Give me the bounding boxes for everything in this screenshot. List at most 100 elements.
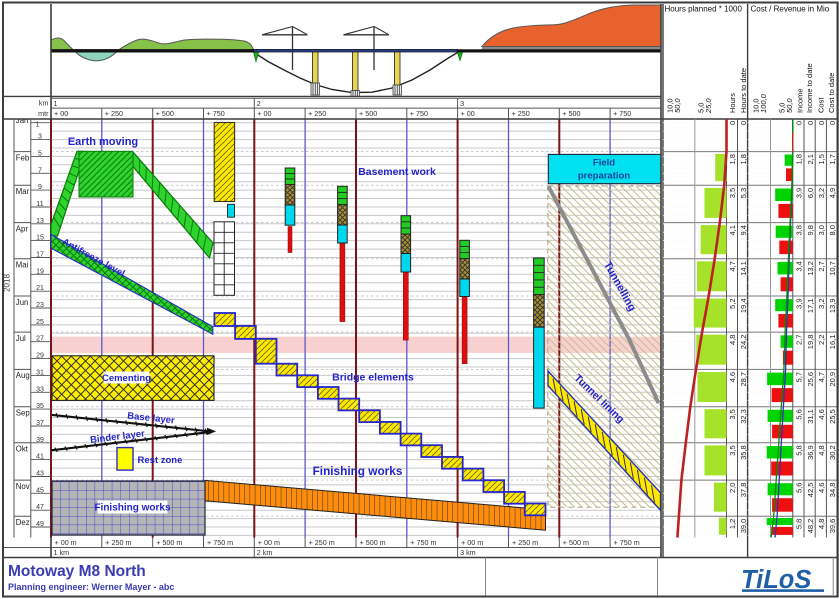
svg-text:36,9: 36,9 bbox=[806, 445, 815, 460]
svg-text:10,0: 10,0 bbox=[666, 98, 675, 113]
svg-text:3,9: 3,9 bbox=[795, 188, 804, 198]
svg-text:1,5: 1,5 bbox=[817, 154, 826, 164]
svg-text:6,0: 6,0 bbox=[806, 188, 815, 198]
svg-text:Cost: Cost bbox=[817, 97, 826, 113]
svg-text:3: 3 bbox=[460, 99, 464, 108]
svg-text:3,8: 3,8 bbox=[795, 225, 804, 235]
svg-text:+ 750: + 750 bbox=[613, 109, 631, 118]
svg-text:4,6: 4,6 bbox=[728, 372, 737, 382]
svg-text:mtr: mtr bbox=[38, 109, 49, 118]
svg-text:3,5: 3,5 bbox=[728, 409, 737, 419]
svg-text:9,4: 9,4 bbox=[739, 225, 748, 235]
svg-text:Mar: Mar bbox=[16, 187, 30, 196]
svg-text:5,3: 5,3 bbox=[739, 188, 748, 198]
svg-text:0: 0 bbox=[806, 121, 815, 125]
svg-text:Planning engineer: Werner Maye: Planning engineer: Werner Mayer - abc bbox=[8, 582, 174, 592]
svg-text:37: 37 bbox=[36, 420, 44, 427]
svg-text:Mai: Mai bbox=[16, 261, 29, 270]
svg-text:Field: Field bbox=[593, 158, 615, 169]
svg-text:48,2: 48,2 bbox=[806, 519, 815, 534]
svg-text:Cementing: Cementing bbox=[102, 373, 151, 384]
svg-text:17: 17 bbox=[36, 252, 44, 259]
svg-text:2,0: 2,0 bbox=[728, 483, 737, 493]
svg-text:35: 35 bbox=[36, 403, 44, 410]
svg-text:Hours: Hours bbox=[728, 93, 737, 113]
svg-text:13,2: 13,2 bbox=[806, 261, 815, 276]
svg-text:2,2: 2,2 bbox=[817, 335, 826, 345]
svg-text:100,0: 100,0 bbox=[759, 93, 768, 113]
svg-text:20,9: 20,9 bbox=[828, 372, 837, 387]
svg-text:Cost / Revenue in Mio: Cost / Revenue in Mio bbox=[751, 5, 830, 14]
svg-text:5,6: 5,6 bbox=[795, 409, 804, 419]
svg-text:3,5: 3,5 bbox=[728, 188, 737, 198]
svg-text:19,4: 19,4 bbox=[739, 299, 748, 314]
svg-text:8,0: 8,0 bbox=[828, 225, 837, 235]
svg-text:15: 15 bbox=[36, 235, 44, 242]
svg-text:Sep: Sep bbox=[16, 409, 31, 418]
svg-text:5: 5 bbox=[38, 150, 42, 157]
svg-text:4,1: 4,1 bbox=[728, 225, 737, 235]
svg-text:Hours to date: Hours to date bbox=[739, 68, 748, 113]
svg-text:19: 19 bbox=[36, 268, 44, 275]
svg-text:Rest zone: Rest zone bbox=[138, 455, 183, 466]
svg-text:Finishing works: Finishing works bbox=[94, 503, 171, 514]
svg-text:16,1: 16,1 bbox=[828, 335, 837, 350]
svg-text:+ 250 m: + 250 m bbox=[309, 538, 335, 547]
svg-text:34,8: 34,8 bbox=[828, 483, 837, 498]
svg-text:3,0: 3,0 bbox=[817, 225, 826, 235]
svg-text:4,8: 4,8 bbox=[728, 335, 737, 345]
svg-text:2018: 2018 bbox=[3, 274, 12, 292]
svg-text:25: 25 bbox=[36, 319, 44, 326]
svg-text:2 km: 2 km bbox=[257, 548, 273, 557]
svg-text:39,0: 39,0 bbox=[739, 519, 748, 534]
svg-text:3,2: 3,2 bbox=[817, 188, 826, 198]
svg-text:+ 00: + 00 bbox=[54, 109, 68, 118]
svg-text:+ 00 m: + 00 m bbox=[461, 538, 483, 547]
svg-text:+ 00 m: + 00 m bbox=[55, 538, 77, 547]
svg-text:47: 47 bbox=[36, 504, 44, 511]
svg-text:3,2: 3,2 bbox=[817, 299, 826, 309]
svg-text:50,0: 50,0 bbox=[785, 98, 794, 113]
svg-text:23: 23 bbox=[36, 302, 44, 309]
svg-text:Apr: Apr bbox=[16, 224, 29, 233]
svg-text:Finishing works: Finishing works bbox=[313, 464, 403, 478]
svg-text:+ 00 m: + 00 m bbox=[258, 538, 280, 547]
svg-text:+ 250 m: + 250 m bbox=[105, 538, 131, 547]
svg-text:29: 29 bbox=[36, 353, 44, 360]
svg-text:Earth moving: Earth moving bbox=[68, 136, 138, 148]
svg-text:Feb: Feb bbox=[16, 153, 30, 162]
svg-text:+ 00: + 00 bbox=[461, 109, 475, 118]
svg-text:1 km: 1 km bbox=[54, 548, 70, 557]
svg-text:10,7: 10,7 bbox=[828, 261, 837, 276]
svg-text:13: 13 bbox=[36, 218, 44, 225]
svg-text:+ 750: + 750 bbox=[410, 109, 428, 118]
svg-text:5,8: 5,8 bbox=[795, 519, 804, 529]
svg-text:+ 500: + 500 bbox=[156, 109, 174, 118]
svg-text:14,1: 14,1 bbox=[739, 261, 748, 276]
svg-text:5,0: 5,0 bbox=[778, 103, 787, 113]
svg-text:+ 500: + 500 bbox=[359, 109, 377, 118]
svg-text:+ 250 m: + 250 m bbox=[512, 538, 538, 547]
svg-text:39: 39 bbox=[36, 437, 44, 444]
svg-text:Bridge elements: Bridge elements bbox=[332, 372, 414, 384]
svg-text:5,6: 5,6 bbox=[795, 483, 804, 493]
svg-text:13,9: 13,9 bbox=[828, 299, 837, 314]
svg-text:Aug: Aug bbox=[16, 371, 30, 380]
svg-text:30,2: 30,2 bbox=[828, 445, 837, 460]
svg-text:Nov: Nov bbox=[16, 482, 30, 491]
svg-text:33: 33 bbox=[36, 386, 44, 393]
svg-text:42,5: 42,5 bbox=[806, 483, 815, 498]
svg-text:1,8: 1,8 bbox=[728, 154, 737, 164]
svg-text:1: 1 bbox=[36, 121, 40, 128]
svg-text:21: 21 bbox=[36, 285, 44, 292]
svg-text:4,8: 4,8 bbox=[817, 519, 826, 529]
svg-text:+ 250: + 250 bbox=[105, 109, 123, 118]
svg-text:Jan: Jan bbox=[16, 116, 29, 125]
svg-text:+ 250: + 250 bbox=[512, 109, 530, 118]
svg-text:3,9: 3,9 bbox=[795, 299, 804, 309]
svg-text:3,4: 3,4 bbox=[795, 261, 804, 271]
svg-text:25,5: 25,5 bbox=[828, 409, 837, 424]
svg-text:+ 250: + 250 bbox=[308, 109, 326, 118]
svg-text:2,1: 2,1 bbox=[806, 154, 815, 164]
svg-text:Income: Income bbox=[796, 88, 805, 113]
